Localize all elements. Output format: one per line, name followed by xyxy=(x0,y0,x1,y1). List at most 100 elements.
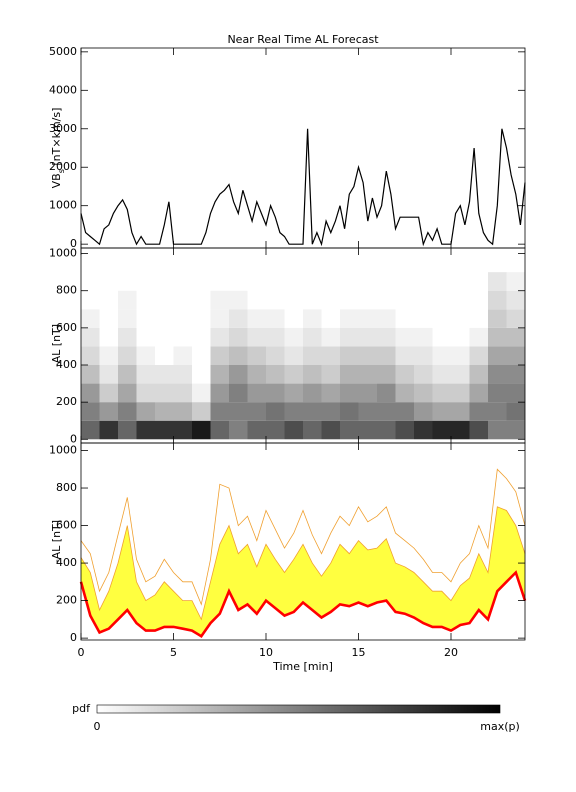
quantile-line xyxy=(80,506,526,621)
heatmap-cell xyxy=(506,420,525,440)
heatmap-cell xyxy=(414,365,433,384)
heatmap-cell xyxy=(377,346,396,365)
heatmap-cell xyxy=(173,402,192,421)
heatmap-cell xyxy=(173,346,192,365)
y-tick-label: 2000 xyxy=(49,160,77,173)
heatmap-cell xyxy=(266,402,285,421)
heatmap-cell xyxy=(303,383,322,403)
heatmap-cell xyxy=(266,272,285,291)
y-tick-label: 800 xyxy=(56,481,77,494)
heatmap-cell xyxy=(247,402,266,421)
y-tick-label: 1000 xyxy=(49,247,77,260)
heatmap-cell xyxy=(414,402,433,421)
heatmap-cell xyxy=(303,420,322,440)
data-line xyxy=(80,128,526,247)
heatmap-cell xyxy=(321,365,340,384)
heatmap-cell xyxy=(118,346,137,365)
heatmap-cell xyxy=(81,272,100,291)
heatmap-cell xyxy=(247,365,266,384)
heatmap-cell xyxy=(266,383,285,403)
heatmap-cell xyxy=(414,383,433,403)
heatmap-cell xyxy=(99,327,118,347)
heatmap-cell xyxy=(266,346,285,365)
heatmap-cell xyxy=(451,383,470,403)
heatmap-cell xyxy=(432,402,451,421)
heatmap-cell xyxy=(136,346,155,365)
heatmap-cell xyxy=(506,346,525,365)
x-tick-label: 20 xyxy=(444,646,458,659)
heatmap-cell xyxy=(358,365,377,384)
heatmap-cell xyxy=(340,290,359,310)
heatmap-cell xyxy=(321,272,340,291)
heatmap-cell xyxy=(358,327,377,347)
heatmap-cell xyxy=(210,402,229,421)
heatmap-cell xyxy=(358,290,377,310)
heatmap-cell xyxy=(229,327,248,347)
heatmap-cell xyxy=(247,327,266,347)
heatmap-cell xyxy=(395,365,414,384)
y-tick-label: 200 xyxy=(56,594,77,607)
heatmap-cell xyxy=(506,272,525,291)
heatmap-cell xyxy=(210,272,229,291)
heatmap-cell xyxy=(247,290,266,310)
heatmap-cell xyxy=(451,402,470,421)
heatmap-cell xyxy=(395,290,414,310)
heatmap-cell xyxy=(192,309,211,328)
heatmap-cell xyxy=(488,346,507,365)
heatmap-cell xyxy=(303,402,322,421)
heatmap-cell xyxy=(99,346,118,365)
y-tick-label: 4000 xyxy=(49,83,77,96)
y-tick-label: 0 xyxy=(70,631,77,644)
heatmap-cell xyxy=(284,346,303,365)
heatmap-cell xyxy=(229,290,248,310)
heatmap-cell xyxy=(432,365,451,384)
heatmap-cell xyxy=(303,327,322,347)
heatmap-cell xyxy=(414,290,433,310)
heatmap-cell xyxy=(266,365,285,384)
x-tick-label: 15 xyxy=(352,646,366,659)
heatmap-cell xyxy=(303,346,322,365)
y-tick-label: 400 xyxy=(56,358,77,371)
heatmap-cell xyxy=(210,290,229,310)
heatmap-cell xyxy=(192,272,211,291)
heatmap-cell xyxy=(99,383,118,403)
heatmap-cell xyxy=(266,309,285,328)
heatmap-cell xyxy=(136,402,155,421)
heatmap-cell xyxy=(469,383,488,403)
heatmap-cell xyxy=(136,383,155,403)
heatmap-cell xyxy=(469,290,488,310)
heatmap-cell xyxy=(118,290,137,310)
y-tick-label: 600 xyxy=(56,321,77,334)
heatmap-cell xyxy=(451,365,470,384)
heatmap-cell xyxy=(284,290,303,310)
heatmap-cell xyxy=(303,290,322,310)
x-tick-label: 5 xyxy=(170,646,177,659)
heatmap-cell xyxy=(377,383,396,403)
heatmap-cell xyxy=(247,272,266,291)
heatmap-cell xyxy=(340,327,359,347)
heatmap-cell xyxy=(414,309,433,328)
heatmap-cell xyxy=(488,420,507,440)
heatmap-cell xyxy=(99,272,118,291)
heatmap-cell xyxy=(469,346,488,365)
heatmap-cell xyxy=(192,365,211,384)
heatmap-cell xyxy=(432,290,451,310)
heatmap-cell xyxy=(229,272,248,291)
heatmap-cell xyxy=(395,383,414,403)
y-tick-label: 200 xyxy=(56,395,77,408)
heatmap-cell xyxy=(210,383,229,403)
heatmap-cell xyxy=(340,420,359,440)
heatmap-cell xyxy=(247,346,266,365)
heatmap-cell xyxy=(377,402,396,421)
heatmap-cell xyxy=(136,365,155,384)
heatmap-cell xyxy=(377,365,396,384)
heatmap-cell xyxy=(506,383,525,403)
heatmap-cell xyxy=(266,420,285,440)
heatmap-cell xyxy=(81,327,100,347)
heatmap-cell xyxy=(469,327,488,347)
plot-frame xyxy=(80,442,526,641)
heatmap-cell xyxy=(118,402,137,421)
heatmap-cell xyxy=(284,327,303,347)
chart-title: Near Real Time AL Forecast xyxy=(227,33,379,46)
y-axis-label-part: s xyxy=(57,169,66,173)
